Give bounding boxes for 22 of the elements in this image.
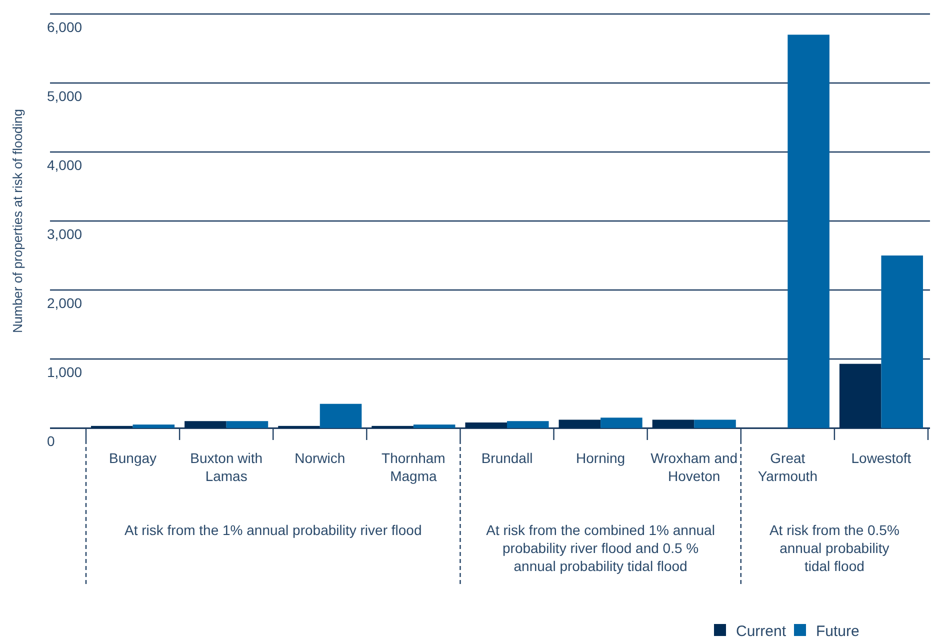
x-tick-label: Buxton with Lamas (190, 450, 263, 484)
y-tick-label: 3,000 (47, 226, 82, 242)
y-tick-label: 5,000 (47, 88, 82, 104)
x-tick-label: Lowestoft (851, 450, 912, 466)
x-tick-label: Horning (576, 450, 626, 466)
x-tick-label: Thornham Magma (382, 450, 446, 484)
y-tick-label: 1,000 (47, 364, 82, 380)
x-tick-label: Bungay (109, 450, 157, 466)
text: At risk from the 1% annual probability river flood (124, 522, 422, 538)
y-tick-label: 6,000 (47, 19, 82, 35)
x-tick-label: Wroxham and Hoveton (650, 450, 738, 484)
x-tick-label: Great Yarmouth (758, 450, 818, 484)
y-tick-label: 4,000 (47, 157, 82, 173)
y-tick-label: 0 (47, 433, 55, 449)
text: At risk from the combined 1% annual probability river flood and 0.5 % annual probability tidal flood (486, 522, 715, 574)
y-tick-label: 2,000 (47, 295, 82, 311)
y-axis-title: Number of properties at risk of flooding (10, 109, 25, 333)
x-tick-label: Norwich (294, 450, 346, 466)
x-tick-label: Brundall (481, 450, 533, 466)
text: At risk from the 0.5% annual probability tidal flood (769, 522, 900, 574)
legend-label: Current (736, 623, 787, 639)
legend-label: Future (816, 623, 860, 639)
